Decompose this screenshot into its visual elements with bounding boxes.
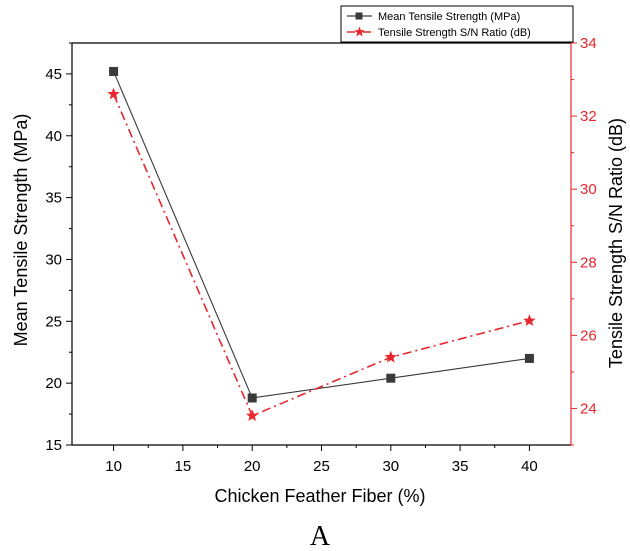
data-point-star	[523, 314, 536, 326]
x-axis-title: Chicken Feather Fiber (%)	[214, 486, 425, 506]
y2-tick-label: 26	[580, 327, 597, 344]
x-tick-label: 40	[521, 458, 538, 475]
y-tick-label: 40	[45, 128, 62, 145]
y-tick-label: 15	[45, 437, 62, 454]
series-line-2	[112, 93, 530, 417]
y-tick-label: 25	[45, 313, 62, 330]
y-tick-label: 35	[45, 190, 62, 207]
y-axis-right-ticks: 24 26 28 30 32 34	[571, 35, 597, 446]
legend: Mean Tensile Strength (MPa) Tensile Stre…	[340, 5, 574, 43]
x-tick-label: 25	[313, 458, 330, 475]
data-point-star	[107, 87, 120, 100]
data-point-square	[247, 393, 257, 403]
legend-box	[340, 5, 574, 43]
legend-label-mean: Mean Tensile Strength (MPa)	[378, 11, 520, 23]
x-tick-label: 30	[382, 458, 399, 475]
data-point-star	[384, 350, 397, 363]
y2-tick-label: 28	[580, 254, 597, 271]
data-point-square	[386, 373, 396, 383]
x-tick-label: 10	[105, 458, 122, 475]
legend-label-sn: Tensile Strength S/N Ratio (dB)	[378, 27, 531, 39]
series-layer	[107, 66, 536, 422]
y-tick-label: 30	[45, 251, 62, 268]
x-tick-label: 15	[175, 458, 192, 475]
x-tick-label: 20	[244, 458, 261, 475]
plot-frame	[71, 42, 572, 446]
data-point-square	[524, 353, 534, 363]
y-axis-right-title: Tensile Strength S/N Ratio (dB)	[606, 118, 626, 368]
x-axis-ticks: 10 15 20 25 30 35 40	[105, 445, 538, 475]
y2-tick-label: 30	[580, 181, 597, 198]
data-point-star	[246, 409, 259, 422]
series-line-1	[113, 71, 530, 399]
data-point-square	[109, 66, 119, 76]
y2-tick-label: 24	[580, 400, 597, 417]
y-tick-label: 20	[45, 375, 62, 392]
figure-caption: A	[310, 521, 331, 551]
x-tick-label: 35	[452, 458, 469, 475]
y2-tick-label: 32	[580, 108, 597, 125]
y-axis-left-title: Mean Tensile Strength (MPa)	[11, 114, 31, 347]
y-axis-left-ticks: 15 20 25 30 35 40 45	[45, 42, 72, 454]
y-tick-label: 45	[45, 66, 62, 83]
y2-tick-label: 34	[580, 35, 597, 52]
legend-marker-square	[355, 12, 363, 20]
legend-marker-star	[354, 26, 365, 37]
